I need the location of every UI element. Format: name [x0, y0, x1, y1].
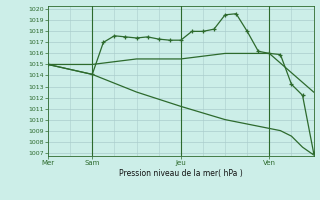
X-axis label: Pression niveau de la mer( hPa ): Pression niveau de la mer( hPa ) — [119, 169, 243, 178]
